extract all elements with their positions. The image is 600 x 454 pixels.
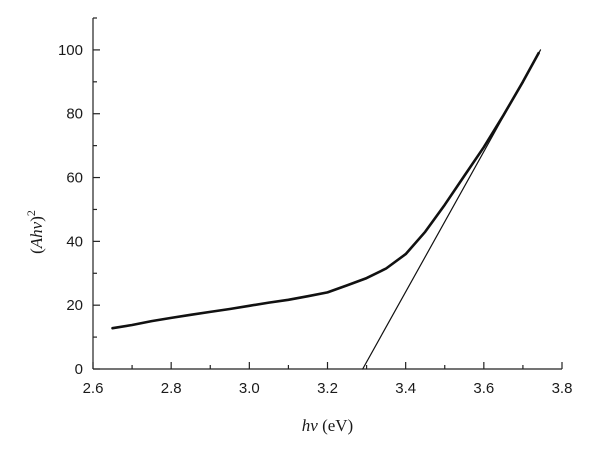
x-tick-label: 3.6 [473,380,494,397]
x-tick-label: 2.6 [83,380,104,397]
x-axis-symbol: hν [302,416,319,435]
x-axis-unit: (eV) [318,416,353,435]
x-tick-label: 3.0 [239,380,260,397]
y-axis-title: (Ahν)2 [24,210,46,254]
plot-area: 2.6 2.8 3.0 3.2 3.4 3.6 3.8 0 20 40 60 80 100 [58,17,573,397]
series-layer [111,49,542,370]
y-tick-label: 80 [66,106,83,123]
x-tick-label: 3.2 [317,380,338,397]
y-ticks: 0 20 40 60 80 100 [58,17,100,378]
x-tick-label: 2.8 [161,380,182,397]
y-tick-label: 60 [66,170,83,187]
y-axis-symbol: Ahν [27,221,46,249]
data-curve-line [111,51,540,330]
x-tick-label: 3.8 [552,380,573,397]
linear-fit-line [362,49,542,370]
y-axis-power: 2 [24,210,38,216]
x-axis-title: hν (eV) [302,416,353,435]
y-tick-label: 0 [75,361,83,378]
y-tick-label: 20 [66,297,83,314]
y-axis-open-paren: ( [27,248,46,254]
y-axis-close-paren: ) [27,216,46,222]
x-tick-label: 3.4 [395,380,416,397]
y-tick-label: 40 [66,233,83,250]
y-tick-label: 100 [58,42,83,59]
x-ticks: 2.6 2.8 3.0 3.2 3.4 3.6 3.8 [83,362,573,397]
